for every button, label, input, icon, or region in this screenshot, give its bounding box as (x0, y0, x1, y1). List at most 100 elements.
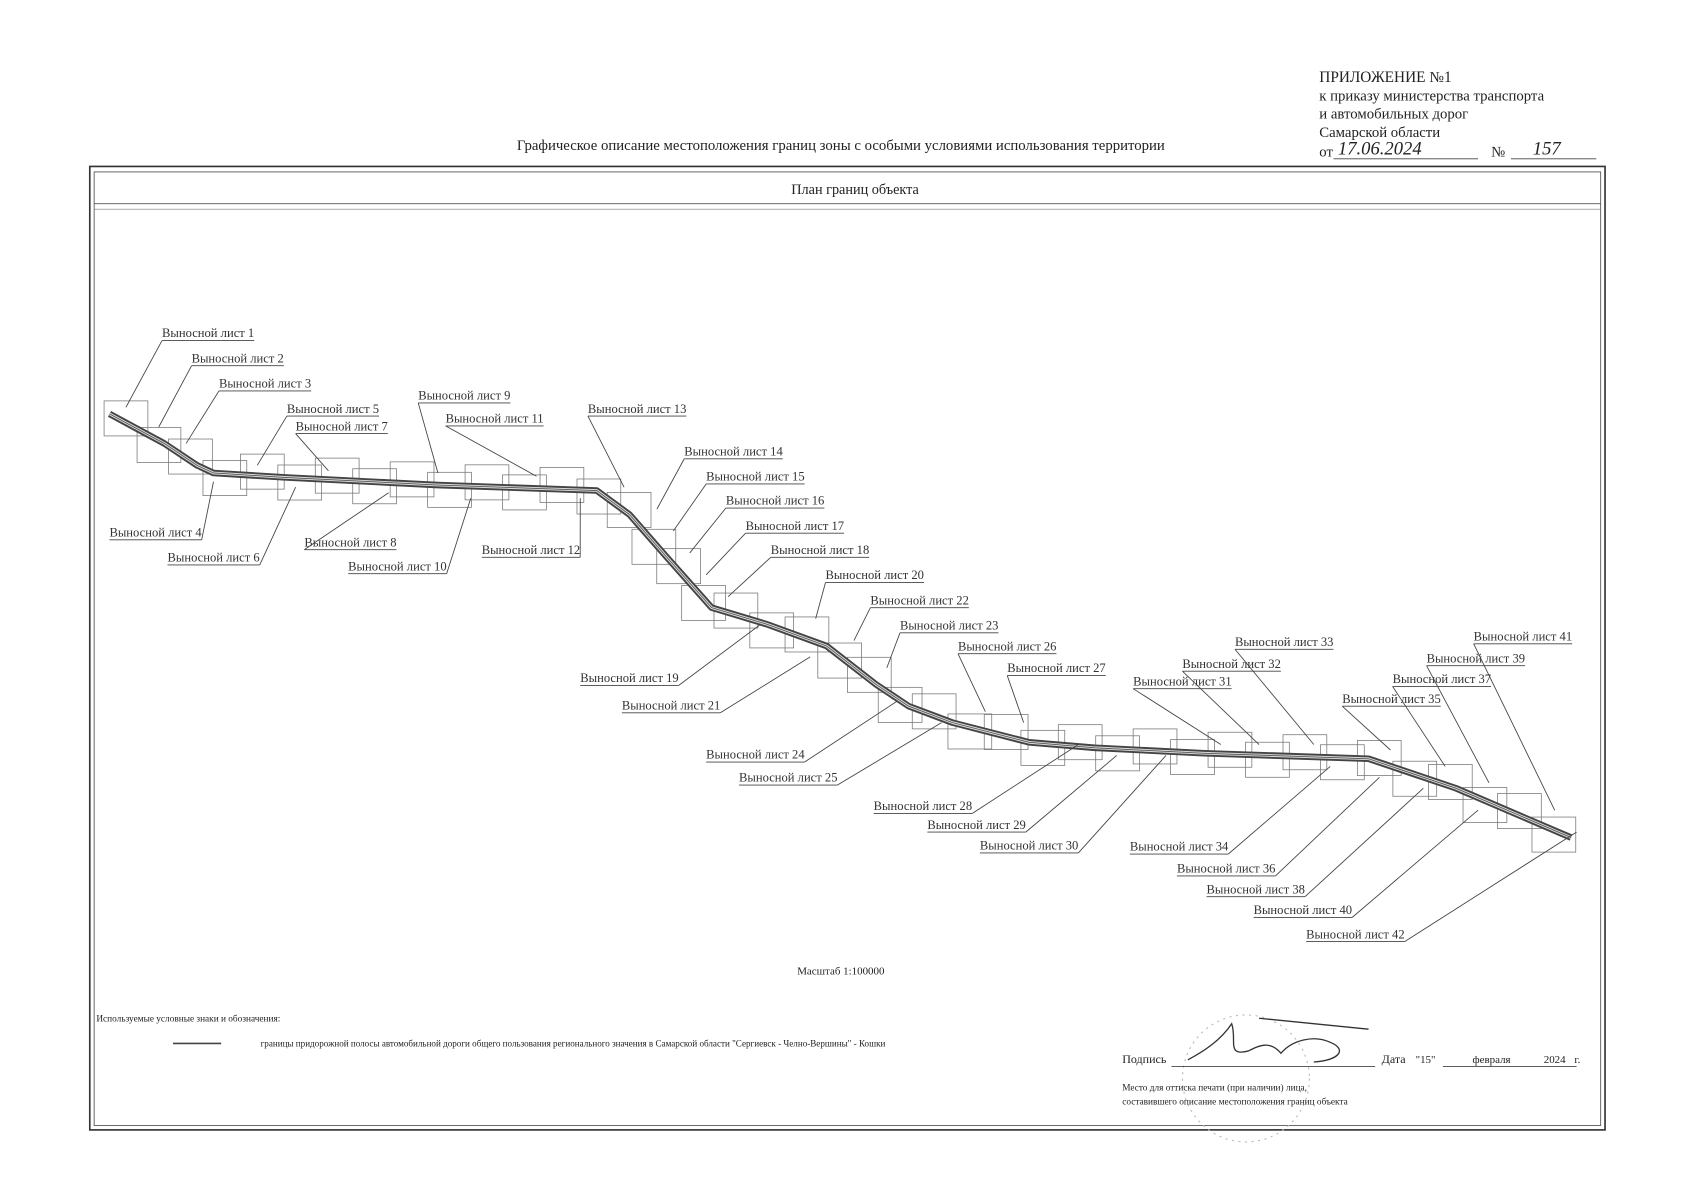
outer-frame (88, 165, 1606, 1131)
sheet-box (103, 400, 149, 437)
sheet-label: Выносной лист 11 (446, 412, 544, 426)
sheet-box (817, 642, 862, 679)
order-number: 157 (1533, 138, 1562, 159)
appendix-line: к приказу министерства транспорта (1319, 89, 1544, 105)
sheet-label: Выносной лист 27 (1007, 661, 1105, 675)
sheet-label: Выносной лист 36 (1177, 862, 1275, 876)
leader-line (1234, 648, 1315, 745)
date-year: 2024 (1544, 1054, 1566, 1066)
leader-line (1426, 665, 1490, 784)
date-prefix: от (1319, 145, 1333, 161)
stamp-note: Место для оттиска печати (при наличии) л… (1122, 1082, 1307, 1093)
sheet-label: Выносной лист 9 (418, 389, 510, 403)
sheet-label: Выносной лист 8 (304, 535, 396, 549)
sheet-label: Выносной лист 13 (588, 402, 686, 416)
leader-line (445, 425, 537, 477)
order-date: 17.06.2024 (1338, 138, 1422, 159)
sheet-box (1282, 734, 1328, 771)
leader-line (125, 340, 163, 408)
sheet-box (539, 467, 585, 503)
sheet-label: Выносной лист 31 (1133, 674, 1231, 688)
leader-line (678, 623, 762, 686)
date-day: "15" (1416, 1054, 1436, 1066)
appendix-title: ПРИЛОЖЕНИЕ №1 (1319, 69, 1451, 86)
sheet-label: Выносной лист 30 (980, 839, 1078, 853)
leader-line (815, 582, 826, 619)
sheet-box (749, 612, 794, 649)
leader-line (259, 487, 297, 566)
sheet-label: Выносной лист 42 (1306, 927, 1404, 941)
sheet-box (911, 693, 957, 730)
leader-line (1304, 787, 1424, 898)
leader-line (1132, 688, 1221, 745)
sheet-label: Выносной лист 24 (706, 748, 805, 762)
sheet-label: Выносной лист 41 (1474, 630, 1572, 644)
sheet-label: Выносной лист 5 (287, 402, 379, 416)
leader-line (971, 744, 1079, 814)
leader-line (1404, 831, 1577, 942)
sheet-box (427, 471, 472, 508)
sheet-labels: Выносной лист 1 Выносной лист 2 Выносной л… (109, 326, 1577, 943)
sheet-label: Выносной лист 21 (622, 698, 720, 712)
road-axis (109, 413, 1572, 838)
sheet-label: Выносной лист 1 (162, 326, 254, 340)
leader-line (1392, 686, 1446, 767)
sheet-box (1170, 739, 1215, 775)
leader-line (185, 390, 220, 444)
leader-line (1275, 777, 1380, 877)
sheet-box (631, 528, 677, 565)
sheet-box (1207, 731, 1253, 768)
leader-line (1182, 670, 1260, 745)
date-year-suffix: г. (1574, 1054, 1580, 1066)
scale: Масштаб 1:100000 (797, 965, 885, 977)
stamp-outline (1181, 1014, 1310, 1143)
signature-label: Подпись (1122, 1052, 1167, 1066)
sheet-box (784, 616, 830, 653)
sheet-label: Выносной лист 25 (739, 771, 837, 785)
road (107, 410, 1573, 841)
leader-line (689, 507, 727, 554)
leader-line (1351, 809, 1479, 918)
sheet-box (877, 686, 923, 723)
sheet-label: Выносной лист 4 (109, 525, 202, 539)
sheet-label: Выносной лист 23 (900, 619, 998, 633)
leader-line (705, 532, 746, 576)
road-boundary (107, 410, 1573, 841)
leader-line (957, 653, 986, 712)
sheet-label: Выносной лист 2 (192, 351, 284, 365)
signature-scribble (1187, 1017, 1369, 1063)
sheet-label: Выносной лист 14 (684, 444, 783, 458)
sheet-label: Выносной лист 19 (580, 671, 678, 685)
sheet-label: Выносной лист 6 (168, 551, 260, 565)
legend-item: границы придорожной полосы автомобильной… (261, 1039, 886, 1049)
sheet-box (606, 492, 652, 528)
leader-line (158, 365, 192, 428)
sheet-label: Выносной лист 39 (1427, 651, 1525, 665)
sheet-label: Выносной лист 17 (746, 519, 844, 533)
sheet-box (502, 474, 547, 511)
leader-line (727, 556, 772, 598)
number-prefix: № (1491, 145, 1505, 161)
sheet-label: Выносной лист 29 (927, 818, 1025, 832)
inner-frame (93, 171, 1602, 1126)
leader-line (201, 481, 214, 540)
date-month: февраля (1473, 1054, 1511, 1066)
appendix-line: Самарской области (1319, 125, 1440, 141)
sheet-box (1497, 793, 1542, 829)
sheet-box (1531, 816, 1577, 853)
stamp-note: составившего описание местоположения гра… (1122, 1097, 1348, 1108)
sheet-label: Выносной лист 16 (726, 494, 824, 508)
leader-line (256, 415, 288, 466)
leader-line (672, 483, 707, 532)
sheet-label: Выносной лист 12 (482, 543, 580, 557)
sheet-label: Выносной лист 34 (1130, 840, 1229, 854)
sheet-label: Выносной лист 15 (706, 470, 804, 484)
sheet-label: Выносной лист 38 (1207, 882, 1305, 896)
leader-line (1228, 766, 1331, 855)
legend-heading: Используемые условные знаки и обозначени… (96, 1014, 280, 1025)
sheet-box (1320, 744, 1365, 781)
leader-line (1473, 643, 1556, 811)
sheet-label: Выносной лист 37 (1393, 672, 1491, 686)
